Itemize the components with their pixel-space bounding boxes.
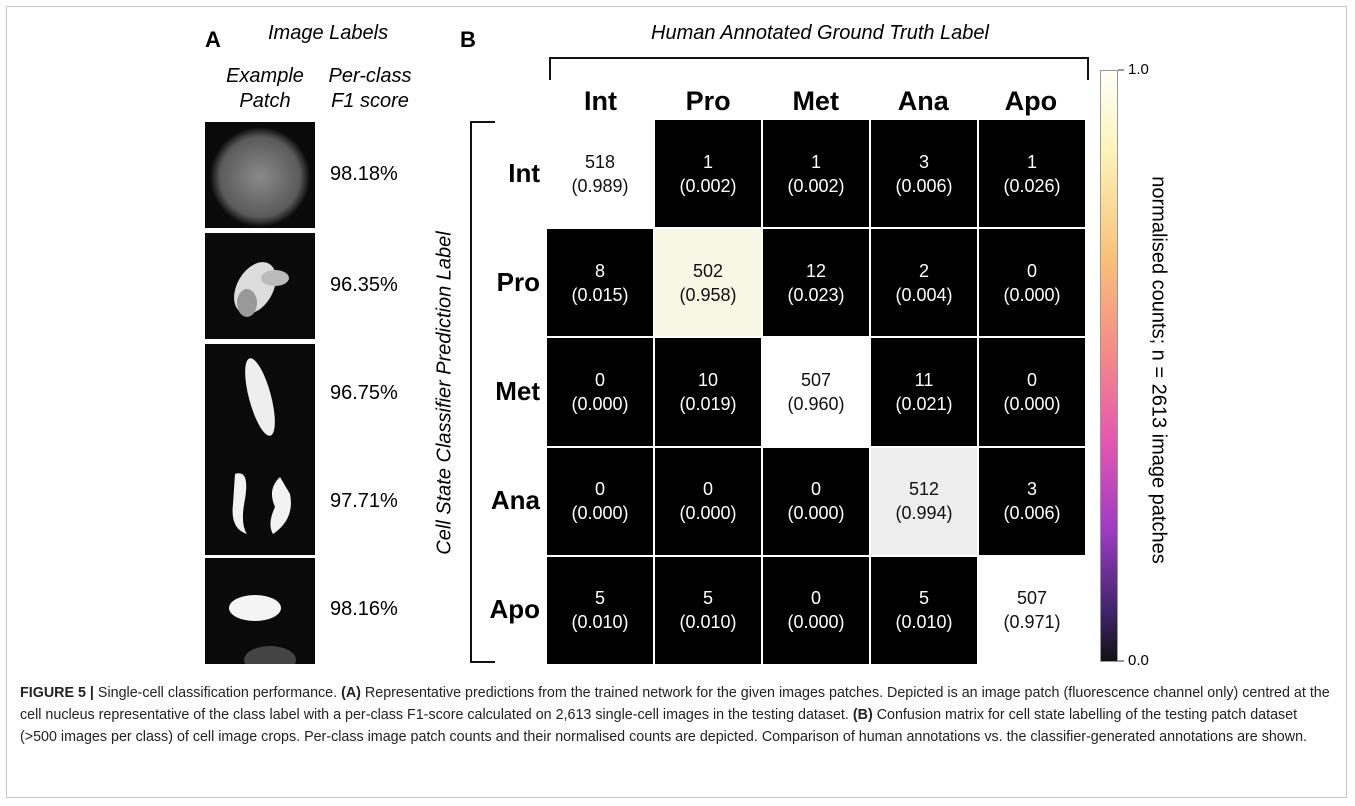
cell-count: 1 — [811, 150, 821, 174]
cell-normalised: (0.023) — [787, 283, 844, 307]
cell-normalised: (0.026) — [1003, 174, 1060, 198]
cell-normalised: (0.958) — [679, 283, 736, 307]
cell-normalised: (0.000) — [1003, 392, 1060, 416]
cell-count: 1 — [703, 150, 713, 174]
cell-normalised: (0.019) — [679, 392, 736, 416]
cell-normalised: (0.960) — [787, 392, 844, 416]
matrix-cell: 502(0.958) — [655, 229, 761, 336]
cell-count: 12 — [806, 259, 826, 283]
matrix-cell: 2(0.004) — [871, 229, 977, 336]
cell-count: 3 — [919, 150, 929, 174]
cell-count: 0 — [595, 368, 605, 392]
confusion-matrix: 518(0.989)1(0.002)1(0.002)3(0.006)1(0.02… — [547, 120, 1085, 664]
cell-normalised: (0.000) — [571, 501, 628, 525]
column-header: Pro — [655, 86, 762, 117]
matrix-cell: 1(0.002) — [763, 120, 869, 227]
cell-count: 0 — [595, 477, 605, 501]
column-header: Ana — [870, 86, 977, 117]
matrix-cell: 1(0.026) — [979, 120, 1085, 227]
cell-count: 8 — [595, 259, 605, 283]
matrix-cell: 5(0.010) — [871, 557, 977, 664]
cell-normalised: (0.000) — [787, 610, 844, 634]
matrix-cell: 0(0.000) — [547, 448, 653, 555]
cell-count: 502 — [693, 259, 723, 283]
cell-normalised: (0.004) — [895, 283, 952, 307]
matrix-cell: 10(0.019) — [655, 338, 761, 445]
colorbar-label: normalised counts; n = 2613 image patche… — [1147, 176, 1170, 563]
cell-normalised: (0.006) — [1003, 501, 1060, 525]
caption: FIGURE 5 | Single-cell classification pe… — [20, 682, 1338, 748]
column-header: Met — [762, 86, 869, 117]
row-header: Apo — [480, 594, 540, 625]
matrix-cell: 3(0.006) — [979, 448, 1085, 555]
matrix-cell: 0(0.000) — [655, 448, 761, 555]
cell-normalised: (0.971) — [1003, 610, 1060, 634]
cell-normalised: (0.000) — [787, 501, 844, 525]
row-header: Met — [480, 376, 540, 407]
cell-normalised: (0.021) — [895, 392, 952, 416]
matrix-cell: 12(0.023) — [763, 229, 869, 336]
matrix-cell: 0(0.000) — [979, 338, 1085, 445]
cell-normalised: (0.015) — [571, 283, 628, 307]
cell-count: 11 — [915, 368, 934, 392]
matrix-cell: 8(0.015) — [547, 229, 653, 336]
cell-count: 1 — [1027, 150, 1037, 174]
y-axis-title: Cell State Classifier Prediction Label — [434, 231, 457, 555]
matrix-cell: 0(0.000) — [763, 448, 869, 555]
row-header: Ana — [480, 485, 540, 516]
cell-count: 0 — [703, 477, 713, 501]
row-header: Int — [480, 158, 540, 189]
matrix-cell: 5(0.010) — [547, 557, 653, 664]
matrix-cell: 1(0.002) — [655, 120, 761, 227]
figure: A Image Labels Example Patch Per-class F… — [0, 0, 1355, 806]
cell-normalised: (0.994) — [895, 501, 952, 525]
matrix-cell: 507(0.960) — [763, 338, 869, 445]
caption-text: Single-cell classification performance. — [98, 685, 337, 701]
cell-normalised: (0.000) — [679, 501, 736, 525]
cell-count: 0 — [1027, 368, 1037, 392]
matrix-cell: 0(0.000) — [979, 229, 1085, 336]
cell-normalised: (0.000) — [571, 392, 628, 416]
cell-count: 518 — [585, 150, 615, 174]
cell-count: 5 — [595, 586, 605, 610]
matrix-cell: 5(0.010) — [655, 557, 761, 664]
cell-count: 507 — [801, 368, 831, 392]
cell-normalised: (0.989) — [571, 174, 628, 198]
cell-normalised: (0.010) — [895, 610, 952, 634]
cell-normalised: (0.006) — [895, 174, 952, 198]
colorbar-tick: 1.0 — [1128, 61, 1149, 78]
cell-count: 0 — [811, 477, 821, 501]
cell-normalised: (0.010) — [571, 610, 628, 634]
cell-count: 512 — [909, 477, 939, 501]
cell-count: 10 — [698, 368, 718, 392]
column-header: Apo — [977, 86, 1084, 117]
cell-normalised: (0.000) — [1003, 283, 1060, 307]
cell-count: 507 — [1017, 586, 1047, 610]
cell-count: 0 — [811, 586, 821, 610]
cell-count: 5 — [703, 586, 713, 610]
cell-normalised: (0.010) — [679, 610, 736, 634]
caption-label: FIGURE 5 | — [20, 685, 94, 701]
column-header: Int — [547, 86, 654, 117]
matrix-cell: 11(0.021) — [871, 338, 977, 445]
row-header: Pro — [480, 267, 540, 298]
matrix-cell: 0(0.000) — [763, 557, 869, 664]
cell-count: 3 — [1027, 477, 1037, 501]
caption-text: (A) — [341, 685, 361, 701]
matrix-cell: 0(0.000) — [547, 338, 653, 445]
caption-text: (B) — [853, 707, 873, 723]
colorbar — [1100, 70, 1118, 662]
matrix-cell: 507(0.971) — [979, 557, 1085, 664]
colorbar-tick: 0.0 — [1128, 652, 1149, 669]
cell-count: 5 — [919, 586, 929, 610]
cell-normalised: (0.002) — [787, 174, 844, 198]
cell-count: 2 — [919, 259, 929, 283]
cell-count: 0 — [1027, 259, 1037, 283]
matrix-cell: 518(0.989) — [547, 120, 653, 227]
matrix-cell: 3(0.006) — [871, 120, 977, 227]
cell-normalised: (0.002) — [679, 174, 736, 198]
matrix-cell: 512(0.994) — [871, 448, 977, 555]
